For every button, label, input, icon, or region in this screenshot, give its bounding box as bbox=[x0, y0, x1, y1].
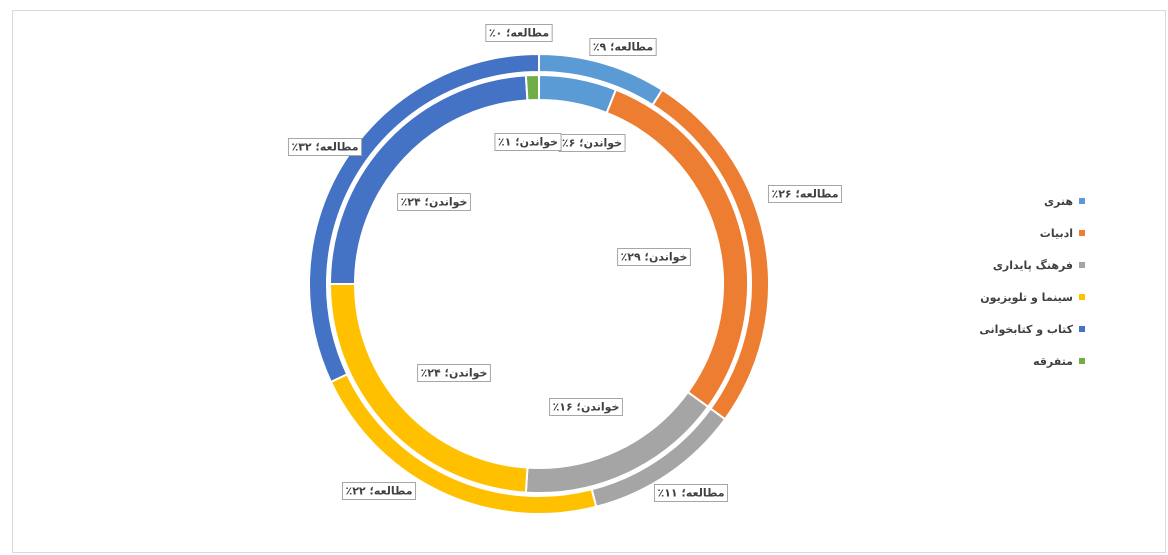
data-label-text: مطالعه؛ ۲۶٪ bbox=[771, 188, 838, 201]
outer-data-label-4: مطالعه؛ ۲۲٪ bbox=[341, 482, 417, 500]
inner-slice-5 bbox=[328, 74, 529, 285]
data-label-box bbox=[549, 398, 623, 416]
data-label-text: مطالعه؛ ۲۲٪ bbox=[345, 485, 412, 498]
legend-label: کتاب و کتابخوانی bbox=[979, 322, 1073, 336]
data-label-box bbox=[417, 364, 491, 382]
data-label-text: خواندن؛ ۲۴٪ bbox=[421, 367, 488, 380]
doughnut-chart: مطالعه؛ ۹٪ مطالعه؛ ۲۶٪ مطالعه؛ ۱۱٪ مطالعه؛ … bbox=[287, 24, 843, 515]
outer-data-label-5: مطالعه؛ ۳۲٪ bbox=[287, 138, 363, 156]
data-label-text: مطالعه؛ ۰٪ bbox=[489, 27, 549, 40]
data-label-box bbox=[341, 482, 417, 500]
data-label-box bbox=[485, 24, 553, 42]
data-label-text: خواندن؛ ۶٪ bbox=[562, 137, 622, 150]
data-label-box bbox=[617, 248, 691, 266]
data-label-box bbox=[589, 38, 657, 56]
outer-slice-5 bbox=[308, 52, 540, 384]
legend-item-4: سینما و تلویزیون bbox=[975, 281, 1085, 313]
inner-slice-4 bbox=[328, 283, 529, 494]
data-label-box bbox=[397, 193, 471, 211]
legend-swatch bbox=[1079, 358, 1085, 364]
chart-area: مطالعه؛ ۹٪ مطالعه؛ ۲۶٪ مطالعه؛ ۱۱٪ مطالعه؛ … bbox=[12, 10, 1166, 553]
legend-label: هنری bbox=[1043, 194, 1073, 208]
data-label-text: خواندن؛ ۱٪ bbox=[498, 136, 558, 149]
legend-item-1: هنری bbox=[975, 185, 1085, 217]
rings-layer bbox=[308, 52, 770, 515]
inner-slice-6 bbox=[524, 73, 540, 102]
legend-label: فرهنگ پایداری bbox=[992, 258, 1073, 272]
legend-swatch bbox=[1079, 198, 1085, 204]
outer-data-label-6: مطالعه؛ ۰٪ bbox=[485, 24, 553, 42]
outer-data-label-3: مطالعه؛ ۱۱٪ bbox=[653, 484, 729, 502]
inner-data-label-1: خواندن؛ ۶٪ bbox=[558, 134, 626, 152]
data-label-text: خواندن؛ ۱۶٪ bbox=[553, 401, 620, 414]
legend-swatch bbox=[1079, 230, 1085, 236]
outer-data-label-1: مطالعه؛ ۹٪ bbox=[589, 38, 657, 56]
data-label-box bbox=[287, 138, 363, 156]
data-label-box bbox=[653, 484, 729, 502]
legend-item-2: ادبیات bbox=[975, 217, 1085, 249]
legend-item-5: کتاب و کتابخوانی bbox=[975, 313, 1085, 345]
legend-swatch bbox=[1079, 262, 1085, 268]
outer-data-label-2: مطالعه؛ ۲۶٪ bbox=[767, 185, 843, 203]
inner-data-label-5: خواندن؛ ۲۴٪ bbox=[397, 193, 471, 211]
inner-data-label-6: خواندن؛ ۱٪ bbox=[494, 133, 562, 151]
legend: هنری ادبیات فرهنگ پایداری سینما و تلویزیون ک… bbox=[975, 185, 1085, 377]
legend-item-6: متفرقه bbox=[975, 345, 1085, 377]
legend-label: ادبیات bbox=[1039, 226, 1073, 240]
data-label-text: خواندن؛ ۲۹٪ bbox=[621, 251, 688, 264]
inner-data-label-3: خواندن؛ ۱۶٪ bbox=[549, 398, 623, 416]
legend-swatch bbox=[1079, 326, 1085, 332]
data-labels-layer: مطالعه؛ ۹٪ مطالعه؛ ۲۶٪ مطالعه؛ ۱۱٪ مطالعه؛ … bbox=[287, 24, 843, 502]
data-label-text: مطالعه؛ ۱۱٪ bbox=[657, 487, 724, 500]
data-label-text: مطالعه؛ ۹٪ bbox=[593, 41, 653, 54]
legend-label: متفرقه bbox=[1033, 354, 1073, 368]
data-label-text: خواندن؛ ۲۴٪ bbox=[401, 196, 468, 209]
data-label-box bbox=[494, 133, 562, 151]
data-label-text: مطالعه؛ ۳۲٪ bbox=[291, 141, 358, 154]
data-label-box bbox=[767, 185, 843, 203]
inner-data-label-2: خواندن؛ ۲۹٪ bbox=[617, 248, 691, 266]
legend-swatch bbox=[1079, 294, 1085, 300]
legend-label: سینما و تلویزیون bbox=[980, 290, 1073, 304]
legend-item-3: فرهنگ پایداری bbox=[975, 249, 1085, 281]
inner-data-label-4: خواندن؛ ۲۴٪ bbox=[417, 364, 491, 382]
